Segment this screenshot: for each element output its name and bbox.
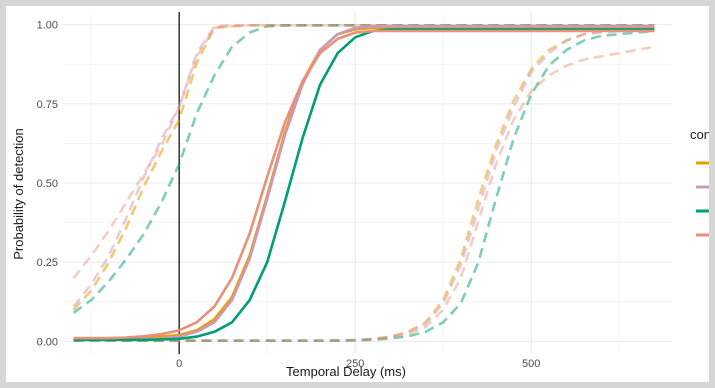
y-tick-label: 0.75 [37,99,58,111]
y-tick-label: 0.50 [37,178,58,190]
dashed-curve [73,45,655,342]
chart-panel: 0 250 500 0.00 0.25 0.50 0.75 1.00 Temporal De… [6,6,709,382]
x-axis-title: Temporal Delay (ms) [286,364,406,379]
solid-curve [73,29,655,340]
y-tick-labels: 0.00 0.25 0.50 0.75 1.00 [37,20,58,349]
dashed-curve [72,24,655,311]
chart-svg: 0 250 500 0.00 0.25 0.50 0.75 1.00 Temporal De… [11,12,709,379]
dashed-curve [73,29,655,342]
y-tick-label: 0.00 [37,336,58,348]
series-layer [72,24,655,342]
x-tick-label: 250 [346,358,364,370]
grid-layer [63,12,672,354]
solid-curve [73,26,655,340]
x-tick-label: 0 [176,358,182,370]
dashed-curve [72,24,655,314]
legend-keys [696,161,709,237]
dashed-curve [73,26,655,342]
legend: cond [690,127,709,237]
dashed-curve [73,26,655,342]
legend-title: cond [690,127,709,142]
x-tick-label: 500 [522,358,540,370]
y-tick-label: 0.25 [37,257,58,269]
y-tick-label: 1.00 [37,20,58,32]
solid-curve [73,25,655,342]
dashed-curve [72,24,655,308]
y-axis-title: Probability of detection [11,128,26,260]
x-tick-labels: 0 250 500 [176,358,540,370]
solid-curve [73,28,655,342]
